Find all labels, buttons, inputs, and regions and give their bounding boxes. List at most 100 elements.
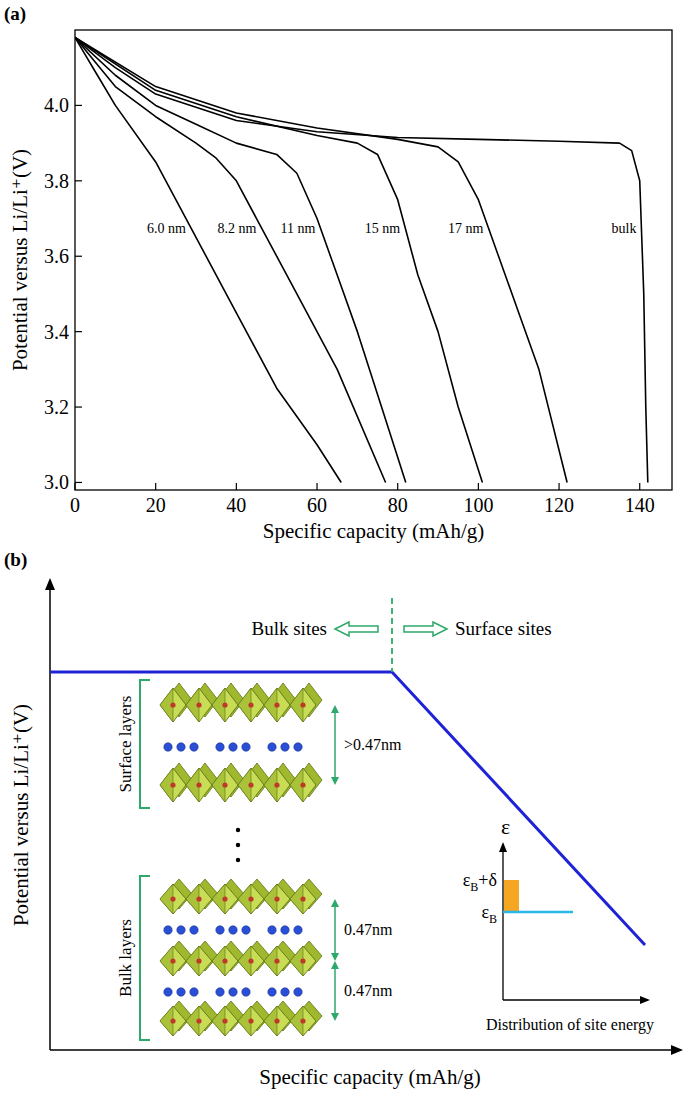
li-row <box>164 926 302 934</box>
subscript: B <box>489 912 497 926</box>
li-atom <box>229 743 237 751</box>
li-atom <box>242 743 250 751</box>
metal-atom <box>300 896 305 901</box>
axis-arrow <box>671 1045 683 1055</box>
panel-label: (a) <box>4 3 26 25</box>
spacing-arrowhead <box>331 899 339 907</box>
series-line <box>75 38 406 483</box>
li-atom <box>177 926 185 934</box>
metal-atom <box>248 896 253 901</box>
x-tick-label: 20 <box>146 494 166 516</box>
x-tick <box>478 483 479 490</box>
metal-atom <box>274 896 279 901</box>
octahedron <box>160 946 186 976</box>
ellipsis-dot <box>236 828 240 832</box>
x-tick <box>639 483 640 490</box>
li-atom <box>190 743 198 751</box>
spacing-arrowhead <box>331 961 339 969</box>
bracket <box>140 876 150 1040</box>
spacing-arrow <box>334 905 336 955</box>
spacing-arrowhead <box>331 777 339 785</box>
octahedron <box>160 884 186 914</box>
metal-atom <box>196 782 201 787</box>
octahedron <box>264 688 290 722</box>
y-tick-label: 3.2 <box>44 396 69 418</box>
panel-label: (b) <box>4 549 27 571</box>
subscript: B <box>470 880 478 894</box>
li-atom <box>268 988 276 996</box>
x-tick-label: 40 <box>226 494 246 516</box>
octahedron <box>264 946 290 976</box>
y-tick-label: 3.0 <box>44 471 69 493</box>
li-atom <box>229 988 237 996</box>
octahedron <box>212 946 238 976</box>
slab <box>160 879 322 914</box>
li-atom <box>216 743 224 751</box>
metal-atom <box>222 782 227 787</box>
energy-spread <box>504 880 519 912</box>
li-atom <box>177 988 185 996</box>
li-atom <box>294 926 302 934</box>
x-tick-label: 0 <box>70 494 80 516</box>
y-tick-label: 4.0 <box>44 94 69 116</box>
metal-atom <box>222 702 227 707</box>
metal-atom <box>248 702 253 707</box>
series-line <box>75 38 386 483</box>
octahedron <box>264 884 290 914</box>
slab <box>160 683 322 722</box>
axis-arrow <box>640 996 650 1004</box>
octahedron <box>290 884 316 914</box>
slab <box>160 1001 322 1036</box>
inset-caption: Distribution of site energy <box>486 1016 654 1034</box>
octahedron <box>238 946 264 976</box>
x-tick <box>236 483 237 490</box>
octahedron <box>186 1006 212 1036</box>
li-atom <box>216 988 224 996</box>
figure: (a)0204060801001201403.03.23.43.63.84.0S… <box>0 0 691 1097</box>
x-tick <box>74 483 75 490</box>
octahedron <box>212 768 238 802</box>
divider <box>391 598 393 672</box>
octahedron <box>186 946 212 976</box>
y-tick <box>75 180 82 181</box>
metal-atom <box>170 958 175 963</box>
spacing-label: 0.47nm <box>344 921 393 938</box>
li-atom <box>242 926 250 934</box>
spacing-arrowhead <box>331 953 339 961</box>
li-atom <box>242 988 250 996</box>
li-atom <box>229 926 237 934</box>
x-axis-title: Specific capacity (mAh/g) <box>263 519 485 543</box>
y-tick-label: 3.4 <box>44 321 69 343</box>
x-axis <box>50 1049 681 1051</box>
metal-atom <box>300 702 305 707</box>
li-row <box>164 743 302 751</box>
x-tick <box>558 483 559 490</box>
spacing-arrowhead <box>331 705 339 713</box>
x-tick <box>155 483 156 490</box>
metal-atom <box>222 896 227 901</box>
octahedron <box>238 1006 264 1036</box>
octahedron <box>160 1006 186 1036</box>
y-tick-label: 3.6 <box>44 245 69 267</box>
axis-arrow <box>499 842 507 852</box>
metal-atom <box>170 702 175 707</box>
metal-atom <box>196 1018 201 1023</box>
li-atom <box>190 926 198 934</box>
octahedron <box>290 768 316 802</box>
li-atom <box>216 926 224 934</box>
li-row <box>164 988 302 996</box>
series-line <box>75 38 648 483</box>
bracket <box>140 680 150 808</box>
octahedron <box>264 1006 290 1036</box>
li-atom <box>268 926 276 934</box>
li-atom <box>281 926 289 934</box>
y-axis-title: Potential versus Li/Li⁺(V) <box>9 704 33 926</box>
series-label: 15 nm <box>365 221 401 236</box>
metal-atom <box>196 896 201 901</box>
metal-atom <box>274 1018 279 1023</box>
spacing-label: 0.47nm <box>344 982 393 999</box>
li-atom <box>164 926 172 934</box>
plot-frame <box>75 30 672 490</box>
spacing-arrow <box>334 711 336 779</box>
metal-atom <box>248 782 253 787</box>
